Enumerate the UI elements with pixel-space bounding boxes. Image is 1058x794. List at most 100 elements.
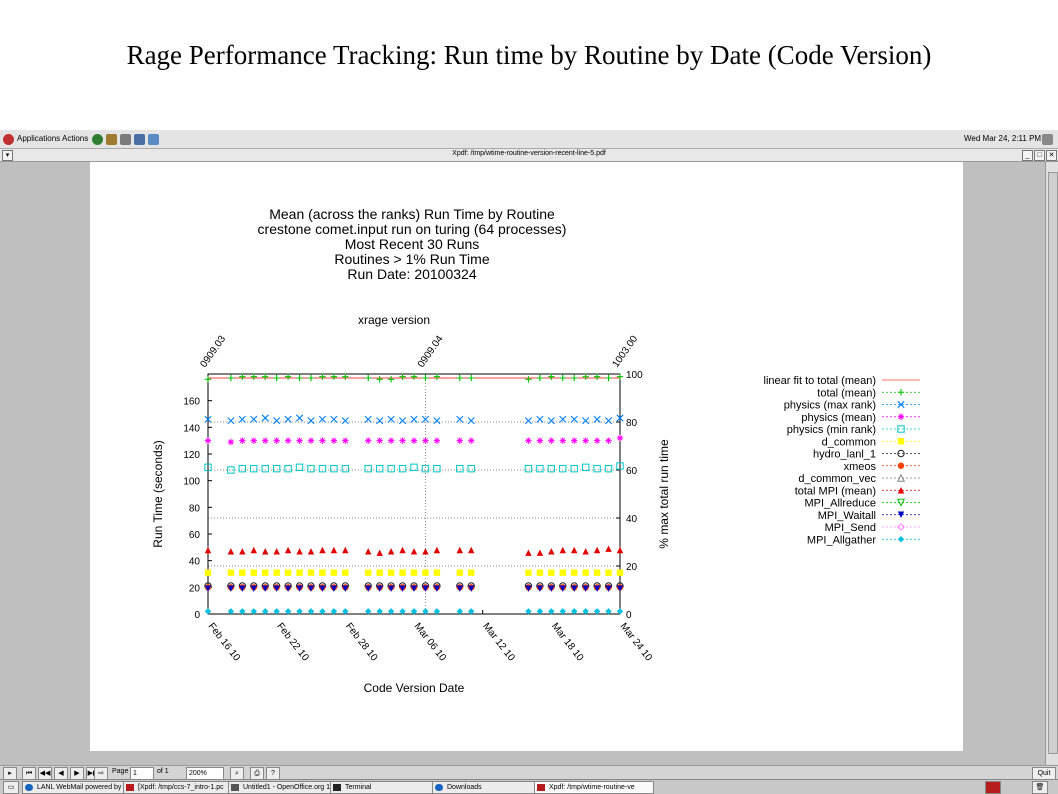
data-point-physics-mean-	[616, 434, 624, 442]
data-point-total-mean-	[262, 373, 269, 380]
task-downloads[interactable]: Downloads	[432, 781, 548, 794]
data-point-total-mpi-mean-	[296, 548, 303, 555]
data-point-mpi-waitall	[548, 585, 555, 592]
data-point-total-mpi-mean-	[433, 546, 441, 554]
actions-menu[interactable]: Actions	[62, 134, 89, 143]
data-point-total-mean-	[468, 374, 475, 382]
close-icon[interactable]: ✕	[1046, 150, 1057, 161]
chart-title: Mean (across the ranks) Run Time by Rout…	[90, 207, 734, 282]
browser-icon	[25, 784, 33, 791]
data-point-d-common	[605, 569, 612, 576]
data-point-physics-max-rank-	[318, 415, 327, 423]
data-point-d-common	[399, 569, 406, 576]
y-tick-label: 0	[194, 610, 200, 621]
y2-tick-label: 40	[626, 514, 638, 525]
downloads-icon	[435, 784, 443, 791]
pdf-icon	[537, 784, 545, 791]
show-desktop-icon[interactable]: ▭	[3, 781, 19, 794]
plot-frame	[207, 373, 621, 615]
data-point-total-mpi-mean-	[616, 546, 624, 554]
legend-label: d_common	[822, 436, 876, 448]
data-point-physics-min-rank-	[341, 464, 350, 473]
data-point-physics-mean-	[548, 437, 555, 444]
data-point-total-mpi-mean-	[399, 546, 406, 554]
data-point-total-mean-	[433, 373, 441, 380]
data-point-physics-max-rank-	[536, 415, 544, 423]
data-point-physics-mean-	[582, 437, 589, 444]
data-point-physics-max-rank-	[604, 417, 613, 425]
forward-icon[interactable]: ⇨	[94, 767, 108, 780]
taskbar: ▭ LANL WebMail powered by [Xpdf: /tmp/cc…	[0, 779, 1058, 794]
data-point-physics-min-rank-	[593, 464, 601, 473]
data-point-total-mean-	[330, 373, 338, 380]
data-point-mpi-waitall	[571, 585, 578, 592]
data-point-physics-min-rank-	[295, 463, 304, 472]
workspace-switcher[interactable]	[985, 781, 1001, 794]
data-point-physics-mean-	[387, 437, 395, 444]
data-point-physics-min-rank-	[421, 464, 430, 473]
window-menu-icon[interactable]: ▾	[2, 150, 13, 161]
data-point-physics-mean-	[284, 437, 292, 444]
data-point-physics-max-rank-	[570, 415, 578, 423]
data-point-total-mpi-mean-	[559, 546, 566, 554]
data-point-total-mpi-mean-	[410, 548, 418, 555]
data-point-physics-max-rank-	[273, 417, 281, 425]
data-point-physics-min-rank-	[604, 464, 613, 473]
data-point-physics-min-rank-	[364, 464, 372, 473]
maximize-icon[interactable]: □	[1034, 150, 1045, 161]
data-point-total-mean-	[250, 373, 257, 380]
data-point-physics-mean-	[410, 437, 418, 444]
data-point-physics-mean-	[239, 437, 246, 444]
data-point-physics-max-rank-	[456, 415, 464, 423]
terminal-launcher-icon[interactable]	[134, 134, 145, 145]
data-point-mpi-waitall	[525, 585, 532, 592]
legend-marker	[897, 487, 905, 494]
minimize-icon[interactable]: _	[1022, 150, 1033, 161]
scrollbar-thumb[interactable]	[1048, 172, 1058, 754]
data-point-d-common	[548, 569, 555, 576]
data-point-total-mpi-mean-	[204, 546, 212, 554]
files-launcher-icon[interactable]	[148, 134, 159, 145]
y-axis-label: Run Time (seconds)	[151, 440, 165, 547]
data-point-physics-min-rank-	[238, 464, 247, 473]
legend-label: d_common_vec	[798, 473, 876, 485]
applications-menu[interactable]: Applications	[17, 134, 61, 143]
data-point-physics-min-rank-	[581, 463, 590, 472]
data-point-total-mpi-mean-	[273, 548, 280, 555]
data-point-total-mean-	[593, 373, 601, 380]
document-icon	[231, 784, 239, 791]
data-point-total-mpi-mean-	[307, 548, 315, 555]
top-axis-label: xrage version	[358, 313, 430, 327]
data-point-physics-mean-	[330, 437, 338, 444]
data-point-physics-mean-	[536, 437, 544, 444]
data-point-total-mean-	[365, 374, 372, 382]
data-point-total-mpi-mean-	[262, 548, 269, 555]
task-xpdf-intro[interactable]: [Xpdf: /tmp/ccs-7_intro-1.pc	[123, 781, 243, 794]
browser-launcher-icon[interactable]	[92, 134, 103, 145]
vertical-scrollbar[interactable]	[1045, 162, 1058, 765]
data-point-physics-max-rank-	[467, 417, 475, 425]
y-tick-label: 80	[189, 503, 201, 514]
task-terminal[interactable]: Terminal	[330, 781, 447, 794]
data-point-physics-max-rank-	[582, 417, 590, 425]
data-point-mpi-waitall	[376, 585, 383, 592]
panel-power-icon[interactable]	[1042, 134, 1053, 145]
window-titlebar[interactable]: ▾ Xpdf: /tmp/wtime-routine-version-recen…	[0, 149, 1058, 162]
legend-marker	[897, 536, 905, 543]
data-point-physics-min-rank-	[433, 464, 441, 473]
data-point-d-common	[204, 569, 212, 576]
clock[interactable]: Wed Mar 24, 2:11 PM	[964, 134, 1042, 143]
data-point-physics-max-rank-	[204, 415, 212, 423]
mail-launcher-icon[interactable]	[106, 134, 117, 145]
data-point-total-mpi-mean-	[536, 549, 544, 556]
y-tick-label: 140	[183, 423, 200, 434]
chart-title-line-5: Run Date: 20100324	[347, 266, 477, 282]
data-point-physics-mean-	[204, 437, 212, 444]
task-openoffice[interactable]: Untitled1 - OpenOffice.org 1	[228, 781, 346, 794]
editor-launcher-icon[interactable]	[120, 134, 131, 145]
trash-icon[interactable]: 🗑	[1032, 781, 1048, 794]
distro-logo-icon[interactable]	[3, 134, 14, 145]
chart-title-line-4: Routines > 1% Run Time	[334, 251, 490, 267]
task-xpdf-current[interactable]: Xpdf: /tmp/wtime-routine-ve	[534, 781, 654, 794]
data-point-d-common	[559, 569, 566, 576]
